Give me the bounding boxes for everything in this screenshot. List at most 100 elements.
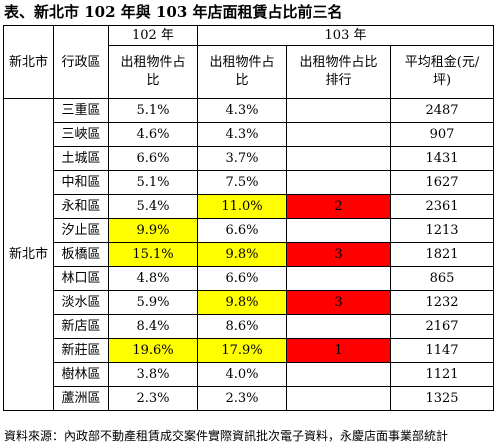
avg-rent-cell: 1121 bbox=[389, 362, 495, 387]
table-row: 蘆洲區 2.3% 2.3% 1325 bbox=[4, 386, 495, 411]
header-rank-103: 出租物件占比 排行 bbox=[286, 45, 391, 99]
header-year-103: 103 年 bbox=[196, 25, 495, 46]
share-102-cell: 2.3% bbox=[108, 386, 198, 411]
table-row: 板橋區 15.1% 9.8% 3 1821 bbox=[4, 242, 495, 267]
avg-rent-cell: 865 bbox=[389, 266, 495, 291]
source-footnote: 資料來源：內政部不動產租賃成交案件實際資訊批次電子資料，永慶店面事業部統計 bbox=[4, 429, 449, 443]
header-share-103-line1: 出租物件占 bbox=[209, 55, 275, 70]
share-102-cell: 5.1% bbox=[108, 170, 198, 195]
district-cell: 中和區 bbox=[53, 170, 109, 195]
rent-share-table: 新北市 行政區 102 年 103 年 出租物件占 比 出租物件占 比 出租物件… bbox=[3, 25, 495, 411]
share-103-cell: 9.8% bbox=[197, 290, 287, 315]
avg-rent-cell: 2167 bbox=[389, 314, 495, 339]
rank-103-cell bbox=[286, 122, 391, 147]
header-row-columns: 出租物件占 比 出租物件占 比 出租物件占比 排行 平均租金(元/ 坪) bbox=[4, 45, 495, 99]
share-102-cell: 9.9% bbox=[108, 218, 198, 243]
header-rent-line1: 平均租金(元/ bbox=[404, 55, 480, 70]
rank-103-cell: 2 bbox=[286, 194, 391, 219]
avg-rent-cell: 1147 bbox=[389, 338, 495, 363]
share-102-cell: 4.6% bbox=[108, 122, 198, 147]
share-102-cell: 5.1% bbox=[108, 98, 198, 123]
table-row: 汐止區 9.9% 6.6% 1213 bbox=[4, 218, 495, 243]
rank-103-cell bbox=[286, 314, 391, 339]
rank-103-cell bbox=[286, 146, 391, 171]
header-rent-line2: 坪) bbox=[432, 73, 452, 88]
district-cell: 林口區 bbox=[53, 266, 109, 291]
district-cell: 蘆洲區 bbox=[53, 386, 109, 411]
header-year-102: 102 年 bbox=[108, 25, 198, 46]
table-row: 林口區 4.8% 6.6% 865 bbox=[4, 266, 495, 291]
district-cell: 土城區 bbox=[53, 146, 109, 171]
share-102-cell: 6.6% bbox=[108, 146, 198, 171]
share-103-cell: 6.6% bbox=[197, 218, 287, 243]
share-103-cell: 17.9% bbox=[197, 338, 287, 363]
share-103-cell: 3.7% bbox=[197, 146, 287, 171]
avg-rent-cell: 1213 bbox=[389, 218, 495, 243]
district-cell: 新店區 bbox=[53, 314, 109, 339]
district-cell: 淡水區 bbox=[53, 290, 109, 315]
table-row: 中和區 5.1% 7.5% 1627 bbox=[4, 170, 495, 195]
share-103-cell: 8.6% bbox=[197, 314, 287, 339]
avg-rent-cell: 1431 bbox=[389, 146, 495, 171]
rank-103-cell bbox=[286, 170, 391, 195]
header-avg-rent: 平均租金(元/ 坪) bbox=[389, 45, 495, 99]
table-title: 表、新北市 102 年與 103 年店面租賃占比前三名 bbox=[4, 3, 343, 21]
share-103-cell: 4.3% bbox=[197, 98, 287, 123]
table-row: 樹林區 3.8% 4.0% 1121 bbox=[4, 362, 495, 387]
avg-rent-cell: 1325 bbox=[389, 386, 495, 411]
table-row: 土城區 6.6% 3.7% 1431 bbox=[4, 146, 495, 171]
header-share-103: 出租物件占 比 bbox=[197, 45, 287, 99]
avg-rent-cell: 907 bbox=[389, 122, 495, 147]
avg-rent-cell: 1821 bbox=[389, 242, 495, 267]
share-102-cell: 3.8% bbox=[108, 362, 198, 387]
share-102-cell: 4.8% bbox=[108, 266, 198, 291]
header-share-102-line2: 比 bbox=[146, 73, 160, 88]
header-region: 新北市 bbox=[3, 25, 54, 99]
share-102-cell: 5.4% bbox=[108, 194, 198, 219]
share-103-cell: 4.3% bbox=[197, 122, 287, 147]
table-row: 永和區 5.4% 11.0% 2 2361 bbox=[4, 194, 495, 219]
header-rank-line2: 排行 bbox=[325, 73, 352, 88]
rank-103-cell bbox=[286, 98, 391, 123]
share-102-cell: 8.4% bbox=[108, 314, 198, 339]
district-cell: 汐止區 bbox=[53, 218, 109, 243]
district-cell: 永和區 bbox=[53, 194, 109, 219]
share-103-cell: 9.8% bbox=[197, 242, 287, 267]
region-cell: 新北市 bbox=[3, 98, 54, 411]
district-cell: 樹林區 bbox=[53, 362, 109, 387]
table-row: 三峽區 4.6% 4.3% 907 bbox=[4, 122, 495, 147]
rank-103-cell bbox=[286, 218, 391, 243]
rank-103-cell bbox=[286, 266, 391, 291]
header-share-102-line1: 出租物件占 bbox=[120, 55, 186, 70]
rank-103-cell bbox=[286, 362, 391, 387]
rank-103-cell: 1 bbox=[286, 338, 391, 363]
table-row: 新北市 三重區 5.1% 4.3% 2487 bbox=[3, 98, 495, 411]
share-103-cell: 7.5% bbox=[197, 170, 287, 195]
district-cell: 三重區 bbox=[53, 98, 109, 123]
district-cell: 板橋區 bbox=[53, 242, 109, 267]
share-103-cell: 2.3% bbox=[197, 386, 287, 411]
header-share-102: 出租物件占 比 bbox=[108, 45, 198, 99]
share-102-cell: 19.6% bbox=[108, 338, 198, 363]
avg-rent-cell: 2361 bbox=[389, 194, 495, 219]
avg-rent-cell: 1232 bbox=[389, 290, 495, 315]
share-102-cell: 5.9% bbox=[108, 290, 198, 315]
district-cell: 新莊區 bbox=[53, 338, 109, 363]
share-103-cell: 4.0% bbox=[197, 362, 287, 387]
share-102-cell: 15.1% bbox=[108, 242, 198, 267]
share-103-cell: 11.0% bbox=[197, 194, 287, 219]
header-share-103-line2: 比 bbox=[235, 73, 249, 88]
table-row: 新店區 8.4% 8.6% 2167 bbox=[4, 314, 495, 339]
avg-rent-cell: 2487 bbox=[389, 98, 495, 123]
share-103-cell: 6.6% bbox=[197, 266, 287, 291]
table-row: 淡水區 5.9% 9.8% 3 1232 bbox=[4, 290, 495, 315]
header-row-years: 新北市 行政區 102 年 103 年 bbox=[3, 25, 495, 99]
district-cell: 三峽區 bbox=[53, 122, 109, 147]
avg-rent-cell: 1627 bbox=[389, 170, 495, 195]
rank-103-cell: 3 bbox=[286, 242, 391, 267]
rank-103-cell bbox=[286, 386, 391, 411]
table-row: 新莊區 19.6% 17.9% 1 1147 bbox=[4, 338, 495, 363]
header-district: 行政區 bbox=[53, 25, 109, 99]
header-rank-line1: 出租物件占比 bbox=[299, 55, 378, 70]
rank-103-cell: 3 bbox=[286, 290, 391, 315]
